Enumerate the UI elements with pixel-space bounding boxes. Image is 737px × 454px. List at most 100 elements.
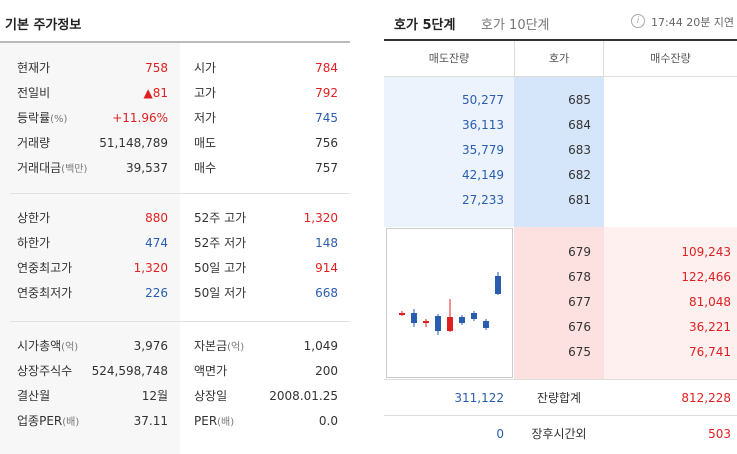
info-row: 상한가 880 52주 고가 1,320 bbox=[0, 206, 350, 231]
info-value: 12월 bbox=[141, 389, 168, 403]
ask-price: 685 bbox=[568, 93, 591, 107]
ask-price-area bbox=[514, 77, 604, 227]
bid-qty-area bbox=[604, 227, 737, 379]
total-label: 잔량합계 bbox=[536, 391, 582, 405]
info-label: 상장주식수 bbox=[17, 359, 72, 384]
info-label: 상장일 bbox=[194, 384, 227, 409]
label-unit: (%) bbox=[50, 114, 68, 125]
label-text: 상한가 bbox=[17, 211, 51, 225]
right-column-bg bbox=[180, 43, 350, 454]
header-sell-qty: 매도잔량 bbox=[384, 41, 514, 77]
label-text: 매도 bbox=[194, 136, 217, 150]
info-row: 하한가 474 52주 저가 148 bbox=[0, 231, 350, 256]
bid-qty: 122,466 bbox=[681, 270, 731, 284]
label-text: 시가 bbox=[194, 61, 217, 75]
info-label: 50일 고가 bbox=[194, 256, 246, 281]
label-text: 매수 bbox=[194, 161, 217, 175]
label-text: 52주 고가 bbox=[194, 211, 247, 225]
info-value: ▲81 bbox=[143, 86, 169, 100]
panel-title: 기본 주가정보 bbox=[5, 18, 82, 33]
info-value: 474 bbox=[145, 236, 168, 250]
ask-price: 682 bbox=[568, 168, 591, 182]
ask-qty: 36,113 bbox=[462, 118, 504, 132]
candle-chart-svg bbox=[399, 272, 501, 335]
info-label: 매수 bbox=[194, 156, 216, 181]
label-text: 결산월 bbox=[17, 389, 51, 403]
tab-10-levels[interactable]: 호가 10단계 bbox=[481, 18, 550, 33]
info-value: 39,537 bbox=[126, 161, 168, 175]
info-value: 148 bbox=[315, 236, 338, 250]
afterhours-row: 0 장후시간외 503 bbox=[384, 415, 737, 451]
info-row: 현재가 758 시가 784 bbox=[0, 56, 350, 81]
label-unit: (억) bbox=[61, 342, 79, 353]
ask-qty: 27,233 bbox=[462, 193, 504, 207]
total-remaining-row: 311,122 잔량합계 812,228 bbox=[384, 379, 737, 415]
info-value: 2008.01.25 bbox=[269, 389, 338, 403]
bid-qty: 81,048 bbox=[689, 295, 731, 309]
info-label: 거래량 bbox=[17, 131, 50, 156]
ask-price: 684 bbox=[568, 118, 591, 132]
label-text: 50일 저가 bbox=[194, 286, 247, 300]
label-text: 현재가 bbox=[17, 61, 51, 75]
total-buy-qty: 812,228 bbox=[681, 391, 731, 405]
header-buy-qty: 매수잔량 bbox=[604, 41, 737, 77]
info-label: 매도 bbox=[194, 131, 216, 156]
info-row: 연중최고가 1,320 50일 고가 914 bbox=[0, 256, 350, 281]
info-label: 52주 고가 bbox=[194, 206, 246, 231]
info-label: 하한가 bbox=[17, 231, 50, 256]
info-row: 연중최저가 226 50일 저가 668 bbox=[0, 281, 350, 306]
ask-qty: 35,779 bbox=[462, 143, 504, 157]
info-value: 880 bbox=[145, 211, 168, 225]
info-label: 52주 저가 bbox=[194, 231, 246, 256]
info-icon[interactable]: i bbox=[631, 14, 645, 28]
header-price: 호가 bbox=[514, 41, 604, 77]
afterhours-sell-qty: 0 bbox=[496, 427, 504, 441]
label-text: 업종PER bbox=[17, 414, 63, 428]
label-text: 고가 bbox=[194, 86, 217, 100]
bid-qty: 109,243 bbox=[681, 245, 731, 259]
info-row: 거래대금(백만) 39,537 매수 757 bbox=[0, 156, 350, 181]
left-column-bg bbox=[0, 43, 180, 454]
label-unit: (배) bbox=[62, 417, 80, 428]
info-value: 756 bbox=[315, 136, 338, 150]
info-row: 상장주식수 524,598,748 액면가 200 bbox=[0, 359, 350, 384]
bid-price-area bbox=[514, 227, 604, 379]
info-value: +11.96% bbox=[112, 111, 168, 125]
label-text: 저가 bbox=[194, 111, 217, 125]
info-label: 고가 bbox=[194, 81, 216, 106]
label-text: 거래량 bbox=[17, 136, 51, 150]
info-row: 전일비 ▲81 고가 792 bbox=[0, 81, 350, 106]
bid-price: 675 bbox=[568, 345, 591, 359]
info-value: 3,976 bbox=[133, 339, 168, 353]
info-label: 액면가 bbox=[194, 359, 227, 384]
info-value: 1,320 bbox=[303, 211, 338, 225]
info-label: PER(배) bbox=[194, 409, 234, 435]
info-value: 200 bbox=[315, 364, 338, 378]
info-value: 0.0 bbox=[318, 414, 338, 428]
ask-price: 681 bbox=[568, 193, 591, 207]
info-label: 업종PER(배) bbox=[17, 409, 79, 435]
info-label: 전일비 bbox=[17, 81, 50, 106]
mini-candle-chart bbox=[386, 228, 513, 378]
bid-price: 679 bbox=[568, 245, 591, 259]
label-text: 52주 저가 bbox=[194, 236, 247, 250]
info-value: 524,598,748 bbox=[91, 364, 168, 378]
label-unit: (배) bbox=[217, 417, 235, 428]
total-sell-qty: 311,122 bbox=[454, 391, 504, 405]
ask-empty-area bbox=[604, 77, 737, 227]
info-label: 거래대금(백만) bbox=[17, 156, 87, 182]
afterhours-label: 장후시간외 bbox=[531, 427, 587, 441]
info-row: 등락률(%) +11.96% 저가 745 bbox=[0, 106, 350, 131]
bid-qty: 76,741 bbox=[689, 345, 731, 359]
info-label: 결산월 bbox=[17, 384, 50, 409]
tab-5-levels[interactable]: 호가 5단계 bbox=[394, 18, 456, 33]
info-label: 50일 저가 bbox=[194, 281, 246, 306]
info-value: 758 bbox=[145, 61, 168, 75]
info-value: 226 bbox=[145, 286, 168, 300]
ask-qty: 42,149 bbox=[462, 168, 504, 182]
delay-notice: 17:44 20분 지연 bbox=[651, 16, 735, 29]
basic-stock-info-panel: 기본 주가정보 현재가 758 시가 784 전일비 ▲81 고가 792 등락률(%) +11.… bbox=[0, 0, 350, 454]
info-value: 37.11 bbox=[133, 414, 168, 428]
label-text: 자본금 bbox=[194, 339, 228, 353]
label-text: 연중최고가 bbox=[17, 261, 73, 275]
